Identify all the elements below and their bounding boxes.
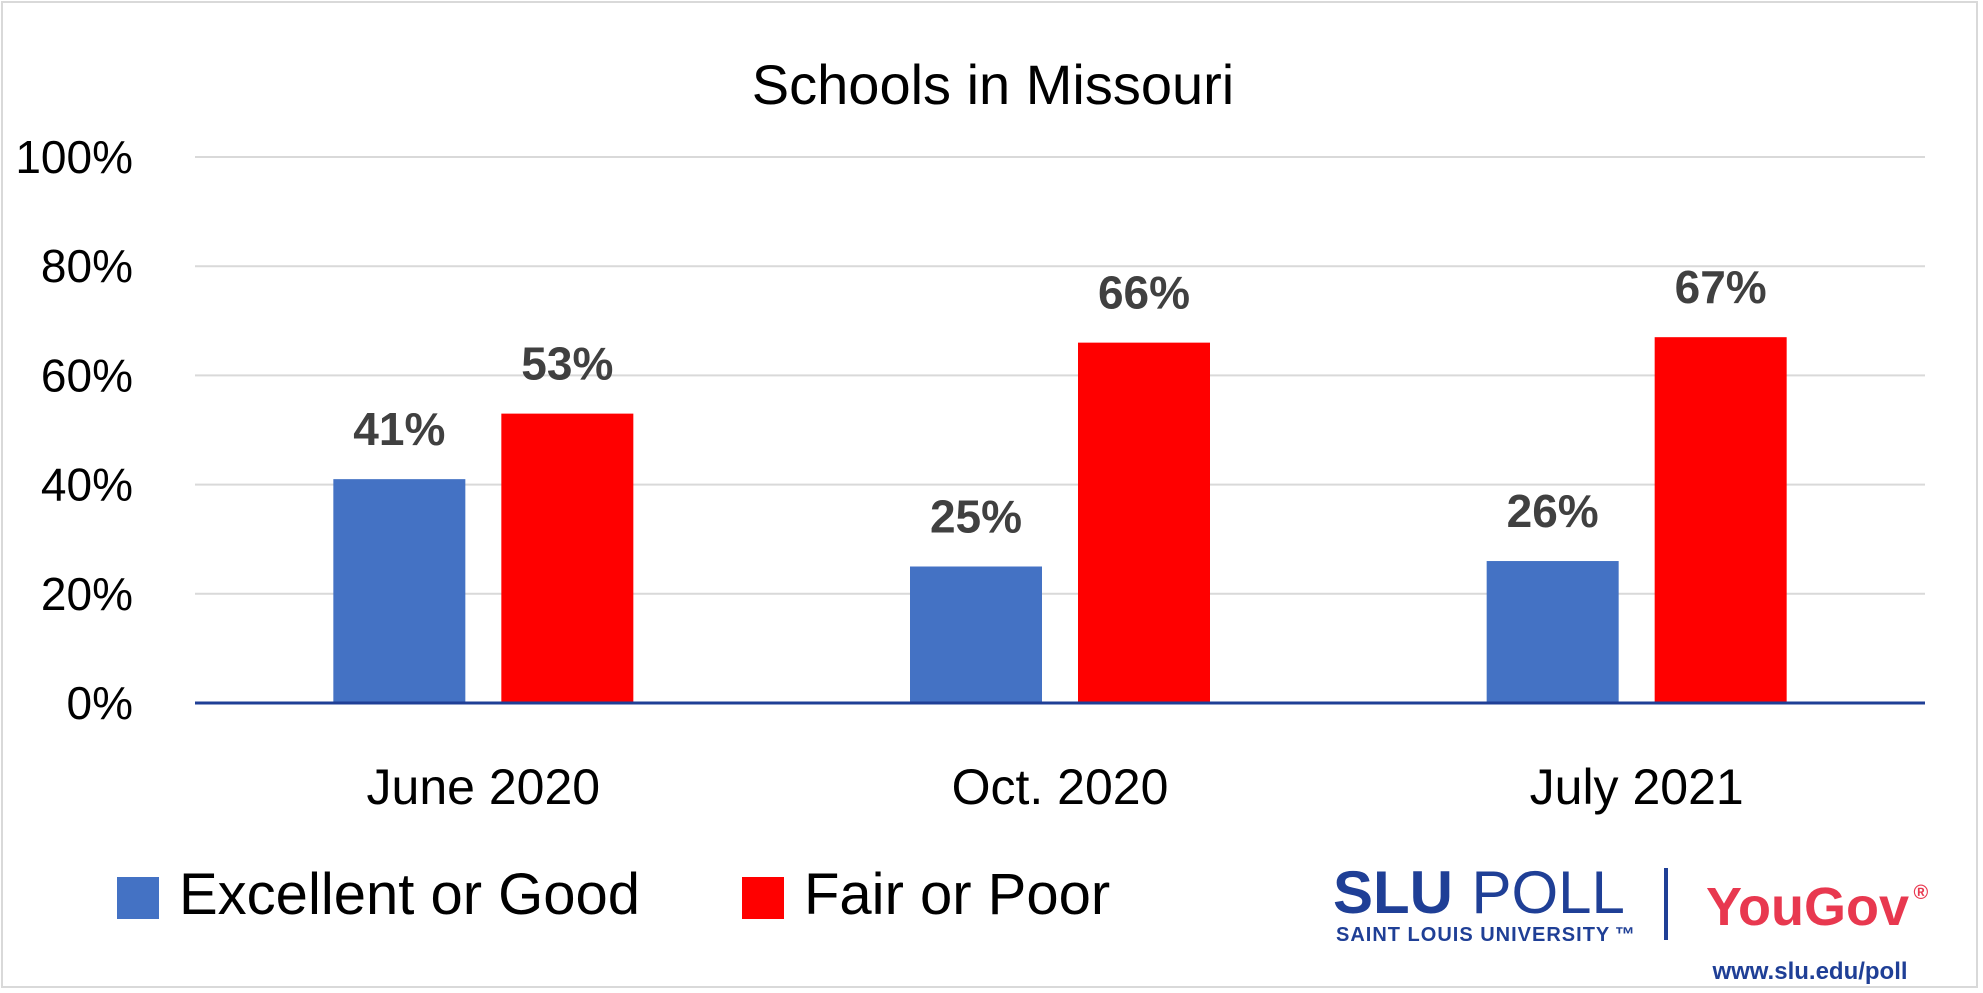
legend: Excellent or Good Fair or Poor bbox=[117, 862, 1110, 927]
logo-divider bbox=[1664, 868, 1668, 940]
data-label-fair-or-poor-oct-2020: 66% bbox=[1098, 267, 1190, 319]
legend-swatch-excellent-or-good bbox=[117, 877, 159, 919]
bar-fair-or-poor-june-2020 bbox=[501, 413, 634, 703]
data-label-fair-or-poor-july-2021: 67% bbox=[1675, 261, 1767, 313]
legend-swatch-fair-or-poor bbox=[742, 877, 784, 919]
x-axis-ticks: June 2020 Oct. 2020 July 2021 bbox=[367, 759, 1744, 815]
data-label-excellent-or-good-july-2021: 26% bbox=[1507, 485, 1599, 537]
slu-poll-wordmark: SLU POLL bbox=[1333, 859, 1625, 926]
x-tick-label-oct-2020: Oct. 2020 bbox=[952, 759, 1169, 815]
bars bbox=[333, 337, 1787, 703]
y-tick-label-40: 40% bbox=[41, 459, 133, 511]
gridlines bbox=[195, 156, 1925, 595]
data-label-excellent-or-good-oct-2020: 25% bbox=[930, 491, 1022, 543]
bar-chart: Schools in Missouri 0% 20% 40% 60% 80% 100% 4… bbox=[15, 53, 1929, 985]
y-tick-label-100: 100% bbox=[15, 131, 133, 183]
yougov-wordmark: YouGov ® bbox=[1706, 877, 1929, 937]
legend-label-fair-or-poor: Fair or Poor bbox=[804, 862, 1110, 927]
bar-excellent-or-good-july-2021 bbox=[1486, 561, 1619, 703]
data-label-fair-or-poor-june-2020: 53% bbox=[521, 338, 613, 390]
x-tick-label-july-2021: July 2021 bbox=[1530, 759, 1744, 815]
logo-slu-text: SLU bbox=[1333, 859, 1453, 926]
legend-label-excellent-or-good: Excellent or Good bbox=[179, 862, 640, 927]
data-label-excellent-or-good-june-2020: 41% bbox=[353, 403, 445, 455]
chart-title: Schools in Missouri bbox=[752, 53, 1234, 116]
bar-fair-or-poor-july-2021 bbox=[1654, 337, 1787, 703]
bar-excellent-or-good-june-2020 bbox=[333, 479, 466, 703]
y-tick-label-60: 60% bbox=[41, 349, 133, 401]
logo-university-name: SAINT LOUIS UNIVERSITY bbox=[1336, 924, 1610, 946]
logo-yougov-registered: ® bbox=[1913, 882, 1929, 904]
logo-university-tm: ™ bbox=[1615, 924, 1636, 946]
bar-excellent-or-good-oct-2020 bbox=[910, 566, 1042, 703]
x-tick-label-june-2020: June 2020 bbox=[367, 759, 601, 815]
y-tick-label-20: 20% bbox=[41, 568, 133, 620]
slu-poll-yougov-logo: SLU POLL SAINT LOUIS UNIVERSITY ™ YouGov… bbox=[1333, 859, 1929, 985]
logo-yougov-text: YouGov bbox=[1706, 877, 1909, 937]
logo-university-text: SAINT LOUIS UNIVERSITY ™ bbox=[1336, 924, 1636, 946]
data-labels: 41% 53% 25% 66% 26% 67% bbox=[353, 261, 1766, 542]
y-tick-label-0: 0% bbox=[67, 677, 133, 729]
y-axis-ticks: 0% 20% 40% 60% 80% 100% bbox=[15, 131, 133, 729]
logo-url: www.slu.edu/poll bbox=[1711, 958, 1907, 985]
y-tick-label-80: 80% bbox=[41, 240, 133, 292]
bar-fair-or-poor-oct-2020 bbox=[1078, 342, 1210, 703]
logo-poll-text: POLL bbox=[1471, 859, 1624, 926]
